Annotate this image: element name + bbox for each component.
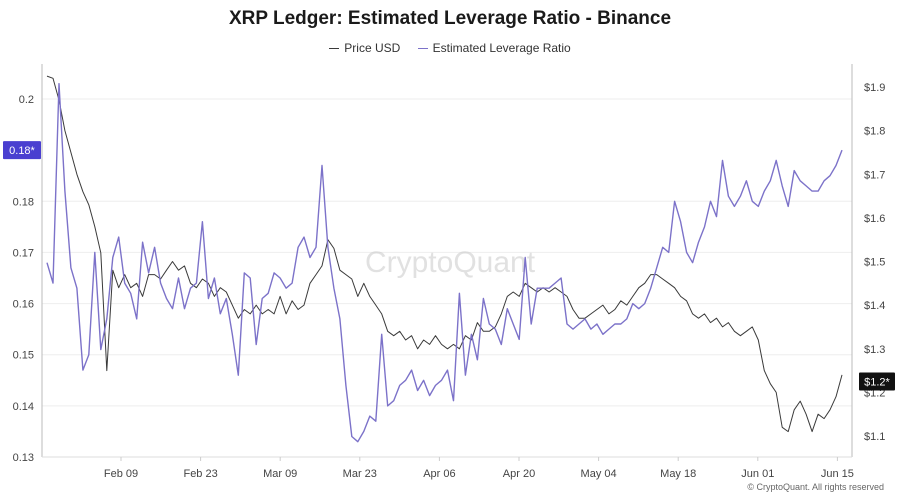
right-value-marker-label: $1.2* — [864, 376, 890, 388]
legend-swatch-price — [329, 47, 340, 49]
right-tick-label-8: $1.9 — [864, 82, 885, 94]
legend-item-price[interactable]: Price USD — [329, 41, 400, 55]
right-tick-label-4: $1.5 — [864, 257, 885, 269]
x-tick-label-9: Jun 15 — [821, 468, 854, 480]
left-tick-label-3: 0.16 — [13, 299, 34, 311]
x-tick-label-2: Mar 09 — [263, 468, 297, 480]
chart-legend: Price USD Estimated Leverage Ratio — [0, 38, 900, 55]
right-tick-label-2: $1.3 — [864, 344, 885, 356]
right-tick-label-7: $1.8 — [864, 126, 885, 138]
left-tick-label-5: 0.18 — [13, 196, 34, 208]
right-tick-label-3: $1.4 — [864, 300, 885, 312]
right-tick-label-6: $1.7 — [864, 169, 885, 181]
right-tick-label-5: $1.6 — [864, 213, 885, 225]
left-value-marker-label: 0.18* — [9, 145, 35, 157]
legend-swatch-leverage — [417, 47, 428, 49]
x-tick-label-0: Feb 09 — [104, 468, 138, 480]
legend-label-price: Price USD — [344, 41, 401, 56]
x-tick-label-7: May 18 — [660, 468, 696, 480]
legend-label-leverage: Estimated Leverage Ratio — [432, 41, 571, 56]
left-tick-label-0: 0.13 — [13, 452, 34, 464]
x-tick-label-8: Jun 01 — [741, 468, 774, 480]
legend-item-leverage[interactable]: Estimated Leverage Ratio — [417, 41, 571, 56]
x-tick-label-6: May 04 — [581, 468, 617, 480]
left-tick-label-1: 0.14 — [13, 401, 34, 413]
watermark-text: CryptoQuant — [365, 246, 536, 279]
left-tick-label-4: 0.17 — [13, 247, 34, 259]
x-tick-label-5: Apr 20 — [503, 468, 535, 480]
copyright-footer: © CryptoQuant. All rights reserved — [747, 482, 884, 492]
chart-title: XRP Ledger: Estimated Leverage Ratio - B… — [228, 8, 672, 29]
x-tick-label-4: Apr 06 — [423, 468, 455, 480]
price-usd-line — [46, 75, 843, 433]
right-tick-label-0: $1.1 — [864, 431, 885, 443]
left-value-marker — [3, 141, 41, 160]
right-value-marker — [859, 372, 895, 391]
left-tick-label-6: 0.2 — [19, 94, 34, 106]
x-tick-label-1: Feb 23 — [183, 468, 217, 480]
leverage-ratio-line — [46, 82, 843, 443]
x-tick-label-3: Mar 23 — [343, 468, 377, 480]
left-tick-label-2: 0.15 — [13, 350, 34, 362]
